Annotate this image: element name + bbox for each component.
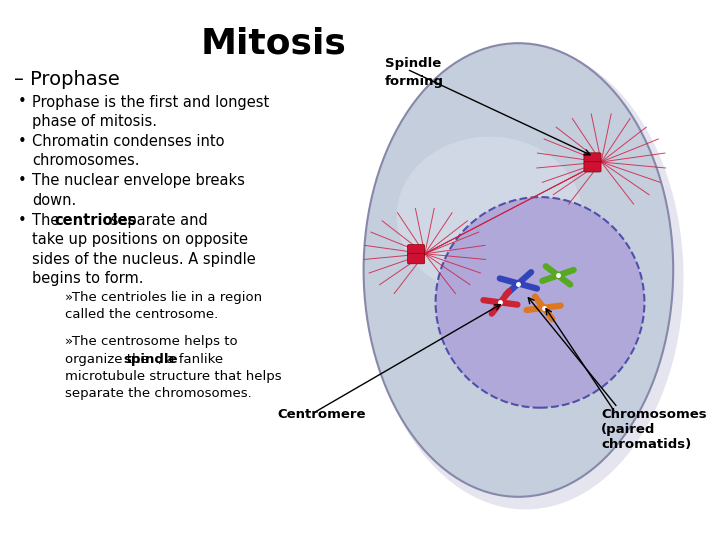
Text: The nuclear envelope breaks: The nuclear envelope breaks xyxy=(32,173,246,188)
Text: spindle: spindle xyxy=(124,353,179,366)
Text: sides of the nucleus. A spindle: sides of the nucleus. A spindle xyxy=(32,252,256,267)
Text: Prophase is the first and longest: Prophase is the first and longest xyxy=(32,94,270,110)
Text: separate the chromosomes.: separate the chromosomes. xyxy=(65,387,251,400)
FancyBboxPatch shape xyxy=(584,153,601,163)
FancyBboxPatch shape xyxy=(408,245,425,255)
Ellipse shape xyxy=(436,197,644,408)
Text: »The centrioles lie in a region: »The centrioles lie in a region xyxy=(65,291,262,304)
Text: forming: forming xyxy=(385,75,444,87)
Text: , a fanlike: , a fanlike xyxy=(158,353,223,366)
Text: organize the: organize the xyxy=(65,353,153,366)
Text: down.: down. xyxy=(32,193,76,208)
Text: •: • xyxy=(18,94,27,110)
FancyBboxPatch shape xyxy=(408,253,425,264)
FancyBboxPatch shape xyxy=(584,162,601,172)
Ellipse shape xyxy=(397,137,582,295)
Text: Mitosis: Mitosis xyxy=(201,27,346,61)
Text: microtubule structure that helps: microtubule structure that helps xyxy=(65,370,282,383)
Text: •: • xyxy=(18,134,27,149)
Text: separate and: separate and xyxy=(106,213,207,228)
Ellipse shape xyxy=(364,43,673,497)
Text: Centromere: Centromere xyxy=(277,408,366,421)
Text: »The centrosome helps to: »The centrosome helps to xyxy=(65,335,238,348)
Text: called the centrosome.: called the centrosome. xyxy=(65,308,218,321)
Text: centrioles: centrioles xyxy=(54,213,136,228)
Text: The: The xyxy=(32,213,64,228)
Text: •: • xyxy=(18,213,27,228)
Text: Chromatin condenses into: Chromatin condenses into xyxy=(32,134,225,149)
Text: Chromosomes
(paired
chromatids): Chromosomes (paired chromatids) xyxy=(601,408,707,451)
Ellipse shape xyxy=(368,47,683,509)
Text: phase of mitosis.: phase of mitosis. xyxy=(32,114,158,129)
Text: begins to form.: begins to form. xyxy=(32,271,144,286)
Text: take up positions on opposite: take up positions on opposite xyxy=(32,232,248,247)
Text: – Prophase: – Prophase xyxy=(14,70,120,89)
Text: Spindle: Spindle xyxy=(385,57,441,70)
Text: •: • xyxy=(18,173,27,188)
Text: chromosomes.: chromosomes. xyxy=(32,153,140,168)
